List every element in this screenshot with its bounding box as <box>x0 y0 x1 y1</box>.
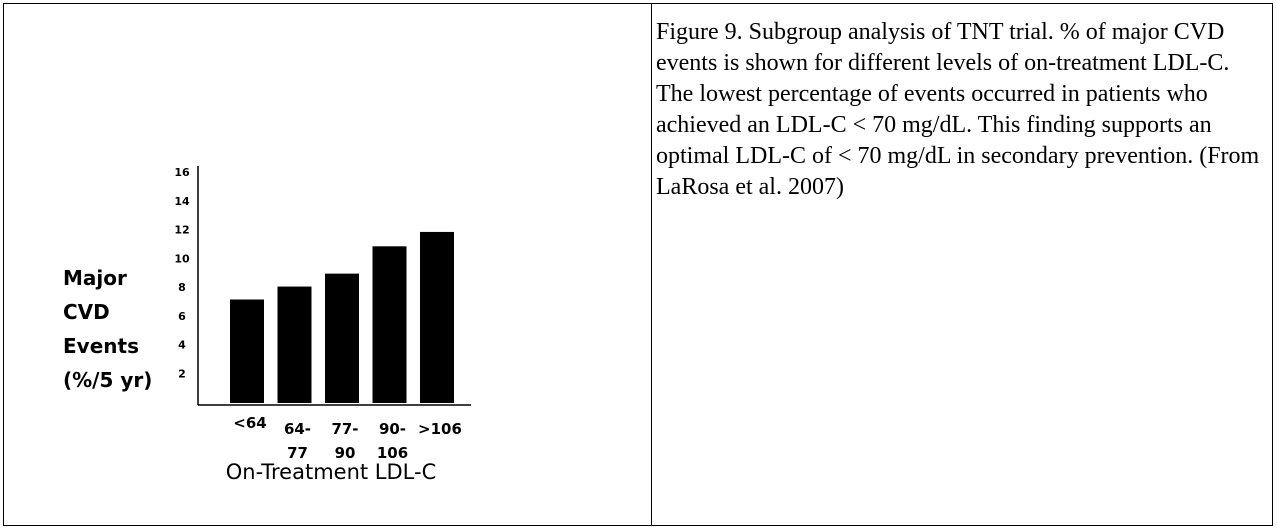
x-axis-label: On-Treatment LDL-C <box>226 460 436 484</box>
x-tick-label: <64 <box>233 414 266 432</box>
y-tick-label: 12 <box>174 224 189 237</box>
bar <box>420 231 454 403</box>
text-line: Major <box>63 266 127 290</box>
y-tick-label: 4 <box>178 339 186 352</box>
x-tick-label: 64-77 <box>284 420 311 462</box>
y-tick-label: 6 <box>178 310 186 323</box>
y-tick-label: 2 <box>178 367 186 380</box>
x-tick-label: 90-106 <box>377 420 408 462</box>
bar <box>372 246 407 403</box>
bar <box>277 286 312 403</box>
y-tick-label: 8 <box>178 281 186 294</box>
text-line: CVD <box>63 300 110 324</box>
y-tick-label: 10 <box>174 252 190 265</box>
y-axis-label: Major CVD Events (%/5 yr) <box>63 266 152 392</box>
text-line: 77 <box>287 444 308 462</box>
caption: Figure 9. Subgroup analysis of TNT trial… <box>656 19 1260 200</box>
chart: Major CVD Events (%/5 yr) On-Treatment LDL-… <box>63 166 471 484</box>
x-tick-label: 77-90 <box>331 420 358 462</box>
text-line: 90- <box>379 420 406 438</box>
x-tick-label: >106 <box>418 420 462 438</box>
text-line: 90 <box>335 444 356 462</box>
text-line: (%/5 yr) <box>63 368 152 392</box>
cell-divider <box>651 4 652 525</box>
table-frame: Major CVD Events (%/5 yr) On-Treatment LDL-… <box>3 3 1273 526</box>
y-tick-label: 16 <box>174 166 190 179</box>
bar <box>325 273 359 403</box>
text-line: Events <box>63 334 139 358</box>
text-line: 77- <box>331 420 358 438</box>
y-tick-label: 14 <box>174 195 190 208</box>
bar <box>230 299 264 403</box>
text-line: 106 <box>377 444 408 462</box>
text-line: 64- <box>284 420 311 438</box>
